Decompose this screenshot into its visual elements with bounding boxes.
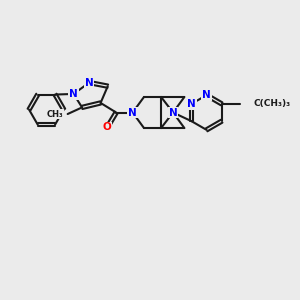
Text: N: N — [85, 78, 94, 88]
Text: N: N — [202, 90, 211, 100]
Text: CH₃: CH₃ — [46, 110, 63, 118]
Text: O: O — [103, 122, 112, 133]
Text: N: N — [128, 107, 137, 118]
Text: N: N — [69, 89, 78, 99]
Text: C(CH₃)₃: C(CH₃)₃ — [253, 99, 290, 108]
Text: N: N — [169, 107, 177, 118]
Text: N: N — [187, 99, 196, 109]
